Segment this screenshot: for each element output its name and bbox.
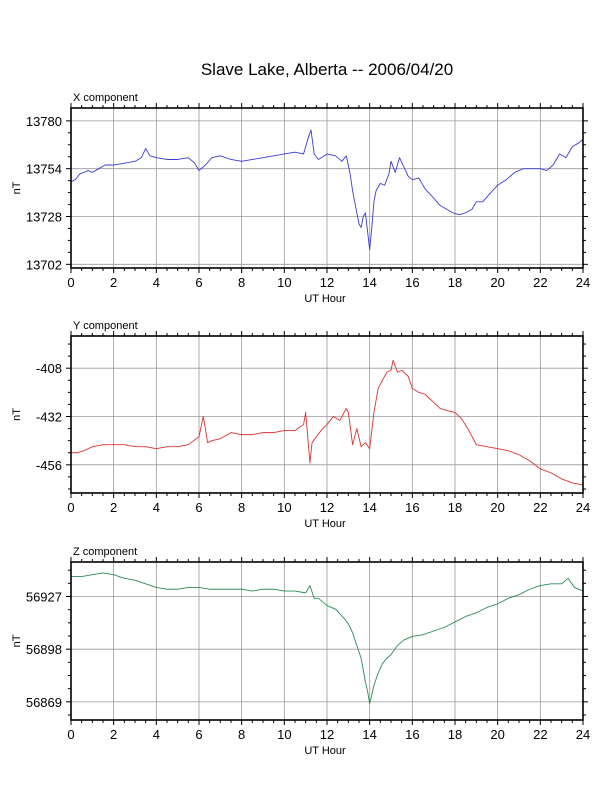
x-axis-label: UT Hour [304,293,346,305]
x-tick-label: 12 [320,727,334,742]
x-tick-label: 16 [405,275,419,290]
x-axis-label: UT Hour [304,745,346,757]
x-tick-label: 20 [490,500,504,515]
x-tick-label: 6 [195,500,202,515]
x-tick-label: 20 [490,275,504,290]
x-tick-label: 22 [533,727,547,742]
panel-label: Z component [73,546,137,558]
y-tick-label: -432 [36,410,62,425]
x-tick-label: 0 [67,500,74,515]
y-tick-label: -408 [36,361,62,376]
y-tick-label: 56898 [26,642,62,657]
x-tick-label: 10 [277,275,291,290]
x-tick-label: 24 [576,500,590,515]
x-tick-label: 6 [195,275,202,290]
x-tick-label: 12 [320,275,334,290]
x-tick-label: 8 [238,500,245,515]
x-tick-label: 10 [277,500,291,515]
x-tick-label: 2 [110,500,117,515]
x-tick-label: 18 [448,727,462,742]
x-tick-label: 6 [195,727,202,742]
y-tick-label: -456 [36,458,62,473]
x-tick-label: 0 [67,727,74,742]
x-tick-label: 2 [110,275,117,290]
x-tick-label: 22 [533,275,547,290]
x-tick-label: 20 [490,727,504,742]
x-tick-label: 0 [67,275,74,290]
y-tick-label: 56927 [26,590,62,605]
x-tick-label: 4 [153,727,160,742]
y-axis-label: nT [11,408,23,421]
x-tick-label: 16 [405,727,419,742]
series-line [70,129,584,251]
chart-panel-1: 0 2 4 6 8 10 12 14 16 18 20 22 241370213728137541378… [11,92,590,305]
x-tick-label: 16 [405,500,419,515]
x-tick-label: 18 [448,500,462,515]
panel-label: X component [73,92,138,104]
x-tick-label: 4 [153,275,160,290]
x-tick-label: 10 [277,727,291,742]
x-axis-label: UT Hour [304,518,346,530]
x-tick-label: 14 [362,275,376,290]
chart-title: Slave Lake, Alberta -- 2006/04/20 [201,60,453,79]
y-tick-label: 13702 [26,257,62,272]
x-tick-label: 2 [110,727,117,742]
x-tick-label: 24 [576,727,590,742]
y-axis-label: nT [11,634,23,647]
x-tick-label: 18 [448,275,462,290]
y-tick-label: 13728 [26,210,62,225]
x-tick-label: 22 [533,500,547,515]
x-tick-label: 12 [320,500,334,515]
x-tick-label: 8 [238,275,245,290]
y-axis-label: nT [11,181,23,194]
x-tick-label: 8 [238,727,245,742]
series-line [71,359,584,486]
y-tick-label: 13754 [26,162,62,177]
series-line [71,572,584,705]
y-tick-label: 56869 [26,695,62,710]
x-tick-label: 14 [362,727,376,742]
x-tick-label: 24 [576,275,590,290]
x-tick-label: 4 [153,500,160,515]
x-tick-label: 14 [362,500,376,515]
y-tick-label: 13780 [26,114,62,129]
panel-label: Y component [73,320,138,332]
